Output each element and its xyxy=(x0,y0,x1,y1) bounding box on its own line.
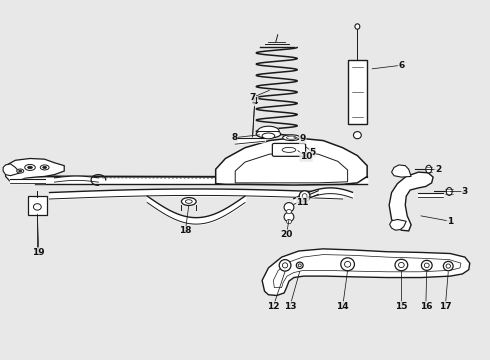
Ellipse shape xyxy=(446,264,450,268)
Ellipse shape xyxy=(395,259,408,271)
Polygon shape xyxy=(389,172,433,231)
Text: 9: 9 xyxy=(299,134,306,143)
Text: 3: 3 xyxy=(462,187,468,196)
Polygon shape xyxy=(273,255,461,288)
Ellipse shape xyxy=(284,212,294,222)
Ellipse shape xyxy=(344,261,351,267)
Polygon shape xyxy=(390,220,406,230)
Ellipse shape xyxy=(262,133,275,139)
FancyBboxPatch shape xyxy=(272,143,306,156)
Ellipse shape xyxy=(284,203,294,212)
Ellipse shape xyxy=(282,147,296,152)
Ellipse shape xyxy=(424,263,429,267)
Polygon shape xyxy=(3,164,20,176)
Text: 19: 19 xyxy=(32,248,45,257)
Polygon shape xyxy=(216,138,367,185)
Ellipse shape xyxy=(355,24,360,29)
Ellipse shape xyxy=(43,166,47,168)
Ellipse shape xyxy=(298,264,301,267)
Ellipse shape xyxy=(24,165,35,171)
Ellipse shape xyxy=(27,166,32,169)
Ellipse shape xyxy=(296,262,303,269)
Text: 10: 10 xyxy=(300,152,312,161)
Ellipse shape xyxy=(398,262,404,267)
Text: 7: 7 xyxy=(249,93,255,102)
Text: 4: 4 xyxy=(251,96,258,105)
Ellipse shape xyxy=(17,169,24,173)
Ellipse shape xyxy=(353,132,361,139)
Text: 15: 15 xyxy=(395,302,408,311)
Ellipse shape xyxy=(282,263,288,268)
Text: 20: 20 xyxy=(280,230,293,239)
Ellipse shape xyxy=(426,165,432,173)
Ellipse shape xyxy=(283,135,300,140)
Ellipse shape xyxy=(19,170,22,172)
Ellipse shape xyxy=(256,130,281,138)
Text: 18: 18 xyxy=(179,226,192,235)
Text: 16: 16 xyxy=(419,302,432,311)
Text: 8: 8 xyxy=(231,133,237,142)
Text: 1: 1 xyxy=(447,217,453,226)
Text: 14: 14 xyxy=(337,302,349,311)
Polygon shape xyxy=(235,152,347,183)
Polygon shape xyxy=(5,158,64,182)
Ellipse shape xyxy=(40,165,49,170)
Ellipse shape xyxy=(33,204,41,210)
Text: 13: 13 xyxy=(284,302,296,311)
Ellipse shape xyxy=(299,191,310,202)
Polygon shape xyxy=(392,165,411,177)
Ellipse shape xyxy=(341,258,354,271)
Text: 12: 12 xyxy=(267,302,280,311)
FancyBboxPatch shape xyxy=(347,59,367,124)
Ellipse shape xyxy=(279,260,291,271)
Text: 6: 6 xyxy=(398,61,404,70)
Ellipse shape xyxy=(443,261,453,271)
Ellipse shape xyxy=(181,198,196,206)
Ellipse shape xyxy=(302,194,307,199)
Ellipse shape xyxy=(421,260,432,270)
Ellipse shape xyxy=(287,136,296,139)
Polygon shape xyxy=(262,249,470,296)
Text: 11: 11 xyxy=(296,198,309,207)
Text: 2: 2 xyxy=(435,165,441,174)
Ellipse shape xyxy=(185,200,192,203)
Text: 17: 17 xyxy=(439,302,452,311)
FancyBboxPatch shape xyxy=(27,196,47,215)
Text: 5: 5 xyxy=(309,148,316,157)
Ellipse shape xyxy=(287,210,292,214)
Ellipse shape xyxy=(287,220,292,224)
Ellipse shape xyxy=(446,188,452,195)
